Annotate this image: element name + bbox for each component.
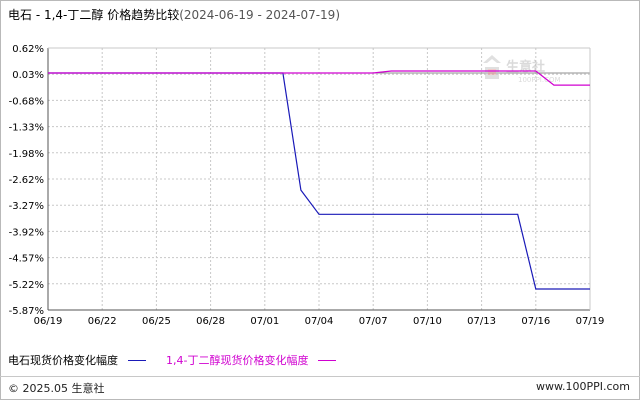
- x-tick-label: 06/22: [88, 316, 117, 327]
- y-tick-label: -4.57%: [9, 254, 44, 265]
- y-tick-label: -3.92%: [9, 227, 44, 238]
- y-tick-label: -5.87%: [9, 306, 44, 317]
- x-axis-labels: 06/19 06/22 06/25 06/28 07/01 07/04 07/07 07/10…: [34, 316, 605, 327]
- legend-item-bdo: 1,4-丁二醇现货价格变化幅度: [166, 352, 337, 368]
- chart-series: [48, 70, 590, 290]
- legend-item-calcium-carbide: 电石现货价格变化幅度: [8, 352, 146, 368]
- y-tick-label: -0.68%: [9, 96, 44, 107]
- legend-label-calcium-carbide: 电石现货价格变化幅度: [8, 354, 118, 367]
- chart-title: 电石 - 1,4-丁二醇 价格趋势比较(2024-06-19 - 2024-07…: [8, 6, 340, 23]
- y-axis-labels: 0.62% 0.03% -0.68% -1.33% -1.98% -2.62% -3.27%…: [9, 44, 44, 317]
- x-tick-label: 07/07: [359, 316, 388, 327]
- footer-divider: [0, 376, 640, 377]
- x-tick-label: 06/28: [196, 316, 225, 327]
- footer-copyright: © 2025.05 生意社: [8, 382, 105, 395]
- watermark-emblem-icon: [483, 55, 501, 79]
- watermark-logo: 生意社 100PPI.COM: [483, 55, 561, 84]
- watermark-emblem-accent-icon: [488, 69, 496, 75]
- chart-legend: 电石现货价格变化幅度 1,4-丁二醇现货价格变化幅度: [8, 352, 356, 368]
- y-tick-label: -2.62%: [9, 175, 44, 186]
- y-tick-label: -1.33%: [9, 123, 44, 134]
- x-tick-label: 06/25: [142, 316, 171, 327]
- chart-grid: [47, 47, 591, 311]
- chart-title-main: 电石 - 1,4-丁二醇 价格趋势比较: [8, 8, 180, 22]
- x-tick-label: 07/04: [305, 316, 334, 327]
- x-tick-label: 07/19: [576, 316, 605, 327]
- y-tick-label: 0.62%: [12, 44, 44, 55]
- x-tick-label: 06/19: [34, 316, 63, 327]
- y-tick-label: -1.98%: [9, 149, 44, 160]
- chart-axes: [47, 47, 591, 311]
- legend-swatch-bdo: [318, 359, 337, 361]
- x-tick-label: 07/13: [467, 316, 496, 327]
- y-tick-label: -5.22%: [9, 280, 44, 291]
- y-tick-label: 0.03%: [12, 70, 44, 81]
- x-tick-label: 07/01: [250, 316, 279, 327]
- x-tick-label: 07/16: [521, 316, 550, 327]
- chart-title-range: (2024-06-19 - 2024-07-19): [179, 8, 341, 22]
- x-tick-label: 07/10: [413, 316, 442, 327]
- y-tick-label: -3.27%: [9, 201, 44, 212]
- legend-label-bdo: 1,4-丁二醇现货价格变化幅度: [166, 354, 309, 367]
- series-line-bdo: [48, 70, 590, 86]
- footer-url[interactable]: www.100PPI.com: [536, 380, 630, 393]
- legend-swatch-calcium-carbide: [128, 359, 146, 361]
- watermark-brand: 生意社: [506, 59, 545, 75]
- watermark-site: 100PPI.COM: [518, 76, 561, 84]
